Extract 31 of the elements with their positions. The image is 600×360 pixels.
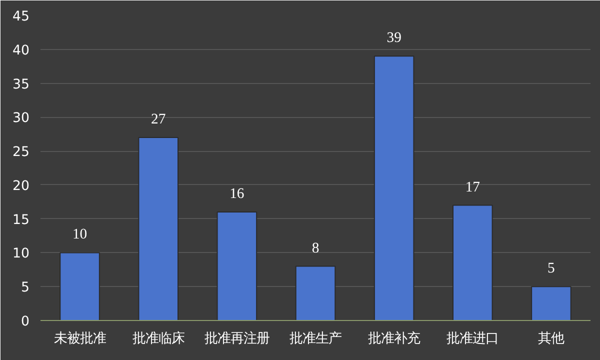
x-tick-label: 未被批准	[54, 332, 106, 346]
bar	[60, 252, 100, 320]
bar	[216, 212, 258, 320]
data-label: 17	[465, 179, 480, 196]
y-tick-label: 0	[21, 314, 30, 330]
data-label: 27	[151, 112, 166, 128]
y-tick-label: 20	[12, 178, 30, 194]
data-label: 10	[72, 226, 88, 243]
x-tick-label: 批准再注册	[204, 332, 270, 346]
y-tick-label: 45	[12, 10, 30, 24]
x-tick-label: 批准生产	[290, 332, 342, 346]
x-tick-label: 批准补充	[368, 332, 420, 346]
bar	[138, 137, 178, 320]
y-tick-label: 5	[21, 280, 30, 296]
data-label: 5	[548, 260, 555, 277]
bar	[531, 286, 572, 320]
y-tick-label: 30	[12, 111, 30, 126]
y-tick-label: 15	[12, 212, 30, 228]
x-tick-label: 批准临床	[132, 332, 184, 346]
data-label: 39	[386, 30, 402, 46]
bar	[295, 266, 336, 320]
bar	[374, 56, 414, 320]
y-tick-label: 10	[12, 246, 30, 262]
y-tick-label: 40	[12, 43, 30, 58]
x-tick-label: 批准进口	[446, 332, 499, 346]
data-label: 16	[230, 186, 244, 202]
x-tick-label: 其他	[538, 332, 564, 346]
y-tick-label: 35	[12, 77, 30, 92]
y-tick-label: 25	[12, 145, 30, 160]
data-label: 8	[312, 240, 320, 256]
bar	[452, 204, 493, 320]
